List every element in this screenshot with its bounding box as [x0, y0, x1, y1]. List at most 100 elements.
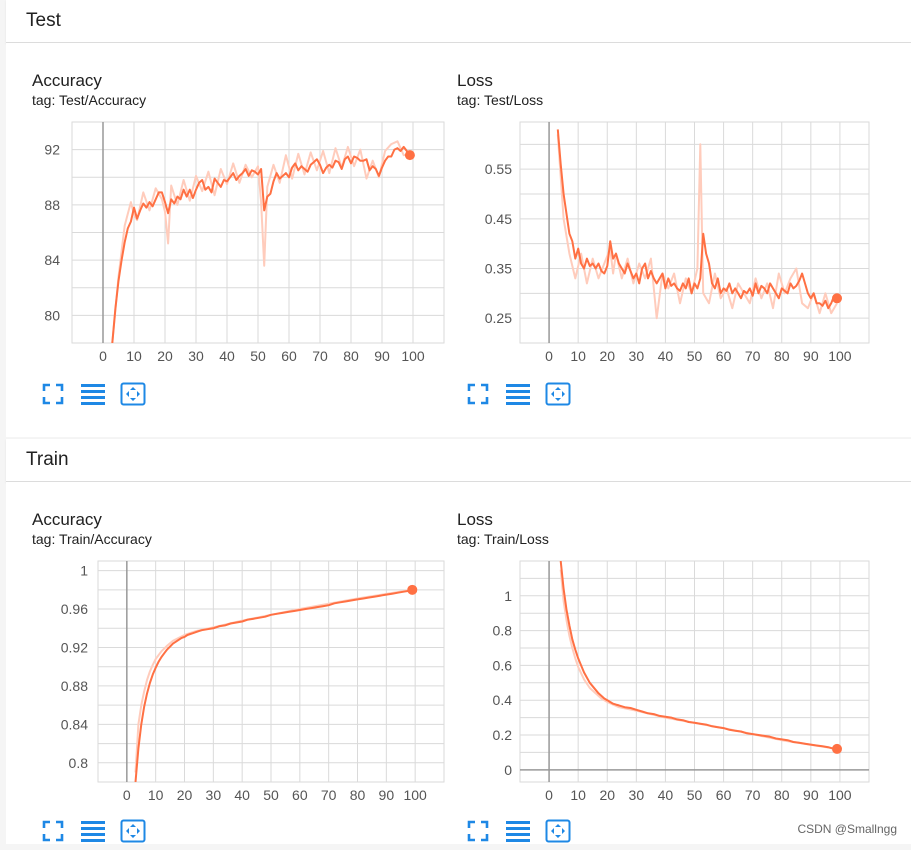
fit-domain-icon — [120, 381, 146, 407]
series-line-raw — [134, 588, 413, 773]
toggle-lines-button[interactable] — [505, 818, 531, 844]
x-tick-label: 90 — [803, 787, 819, 803]
toggle-lines-icon — [80, 818, 106, 844]
chart-tag: tag: Train/Loss — [457, 531, 549, 547]
x-tick-label: 10 — [126, 348, 142, 364]
series-line[interactable] — [556, 129, 838, 310]
fullscreen-button[interactable] — [40, 381, 66, 407]
series-end-point — [404, 150, 415, 161]
x-tick-label: 80 — [343, 348, 359, 364]
fullscreen-button[interactable] — [465, 818, 491, 844]
section-title: Test — [26, 10, 61, 31]
watermark: CSDN @Smallngg — [797, 822, 897, 836]
y-tick-label: 0.88 — [61, 678, 88, 694]
series-line[interactable] — [134, 588, 413, 782]
x-tick-label: 50 — [263, 787, 279, 803]
y-tick-label: 88 — [44, 197, 60, 213]
series-line[interactable] — [559, 561, 837, 750]
y-tick-label: 92 — [44, 142, 60, 158]
y-tick-label: 0.4 — [493, 692, 513, 708]
y-tick-label: 0 — [504, 762, 512, 778]
y-tick-label: 0.96 — [61, 601, 88, 617]
y-tick-label: 0.45 — [485, 211, 512, 227]
series-line[interactable] — [111, 145, 411, 343]
fit-domain-icon — [545, 818, 571, 844]
x-tick-label: 10 — [570, 787, 586, 803]
toggle-lines-icon — [80, 381, 106, 407]
chart-plot[interactable]: 0 10 20 30 40 50 60 70 80 90 100 0.25 0.35 0.45 0.55 — [457, 71, 877, 411]
x-tick-label: 20 — [599, 787, 615, 803]
y-tick-label: 0.35 — [485, 261, 512, 277]
chart-plot[interactable]: 0 10 20 30 40 50 60 70 80 90 100 80 84 88 92 — [32, 71, 452, 411]
x-tick-label: 90 — [379, 787, 395, 803]
x-tick-label: 70 — [321, 787, 337, 803]
section-header-train[interactable]: Train — [6, 439, 911, 482]
x-tick-label: 60 — [716, 348, 732, 364]
chart-tag: tag: Test/Loss — [457, 92, 544, 108]
y-tick-label: 84 — [44, 252, 60, 268]
fit-domain-button[interactable] — [120, 818, 146, 844]
x-tick-label: 30 — [629, 348, 645, 364]
x-tick-label: 70 — [745, 348, 761, 364]
series-end-point — [407, 584, 418, 595]
section-body-test — [6, 43, 911, 437]
chart-card-train-accuracy: Accuracy tag: Train/Accuracy 0 10 20 30 40 50… — [32, 510, 452, 844]
y-tick-label: 1 — [80, 563, 88, 579]
x-tick-label: 40 — [658, 348, 674, 364]
section-header-test[interactable]: Test — [6, 0, 911, 43]
x-tick-label: 0 — [123, 787, 131, 803]
y-tick-label: 0.84 — [61, 716, 88, 732]
x-tick-label: 40 — [658, 787, 674, 803]
x-tick-label: 100 — [828, 787, 852, 803]
x-tick-label: 20 — [599, 348, 615, 364]
x-tick-label: 100 — [403, 787, 427, 803]
chart-card-train-loss: Loss tag: Train/Loss 0 10 20 30 40 50 60 70 80 90… — [457, 510, 877, 844]
toggle-lines-button[interactable] — [80, 381, 106, 407]
x-tick-label: 0 — [545, 348, 553, 364]
fit-domain-icon — [120, 818, 146, 844]
chart-tag: tag: Train/Accuracy — [32, 531, 152, 547]
x-tick-label: 20 — [157, 348, 173, 364]
chart-title: Loss — [457, 510, 493, 529]
y-tick-label: 1 — [504, 588, 512, 604]
x-tick-label: 60 — [281, 348, 297, 364]
section-body-train — [6, 482, 911, 844]
x-tick-label: 0 — [545, 787, 553, 803]
toggle-lines-icon — [505, 381, 531, 407]
x-tick-label: 30 — [188, 348, 204, 364]
fit-domain-button[interactable] — [545, 818, 571, 844]
fullscreen-button[interactable] — [465, 381, 491, 407]
x-tick-label: 50 — [687, 787, 703, 803]
x-tick-label: 50 — [687, 348, 703, 364]
fit-domain-button[interactable] — [545, 381, 571, 407]
x-tick-label: 90 — [374, 348, 390, 364]
x-tick-label: 50 — [250, 348, 266, 364]
fullscreen-button[interactable] — [40, 818, 66, 844]
fit-domain-icon — [545, 381, 571, 407]
series-line-raw — [111, 140, 411, 343]
toggle-lines-button[interactable] — [505, 381, 531, 407]
x-tick-label: 0 — [99, 348, 107, 364]
y-tick-label: 0.8 — [493, 623, 513, 639]
x-tick-label: 20 — [177, 787, 193, 803]
y-tick-label: 0.92 — [61, 639, 88, 655]
chart-plot[interactable]: 0 10 20 30 40 50 60 70 80 90 100 0.8 0.84 0.88 0.92 0.9… — [32, 510, 452, 850]
chart-tag: tag: Test/Accuracy — [32, 92, 147, 108]
chart-plot[interactable]: 0 10 20 30 40 50 60 70 80 90 100 0 0.2 0.4 0.6 0.8 1 — [457, 510, 877, 850]
x-tick-label: 100 — [401, 348, 425, 364]
fullscreen-icon — [465, 381, 491, 407]
chart-card-test-accuracy: Accuracy tag: Test/Accuracy 0 10 20 30 40 50 6… — [32, 71, 452, 411]
fullscreen-icon — [40, 381, 66, 407]
chart-title: Loss — [457, 71, 493, 90]
x-tick-label: 40 — [234, 787, 250, 803]
toggle-lines-button[interactable] — [80, 818, 106, 844]
fit-domain-button[interactable] — [120, 381, 146, 407]
chart-card-test-loss: Loss tag: Test/Loss 0 10 20 30 40 50 60 70 80 90 1… — [457, 71, 877, 411]
y-tick-label: 0.6 — [493, 657, 513, 673]
x-tick-label: 70 — [312, 348, 328, 364]
x-tick-label: 90 — [803, 348, 819, 364]
x-tick-label: 80 — [774, 348, 790, 364]
x-tick-label: 100 — [828, 348, 852, 364]
y-tick-label: 0.55 — [485, 161, 512, 177]
series-end-point — [832, 293, 843, 304]
